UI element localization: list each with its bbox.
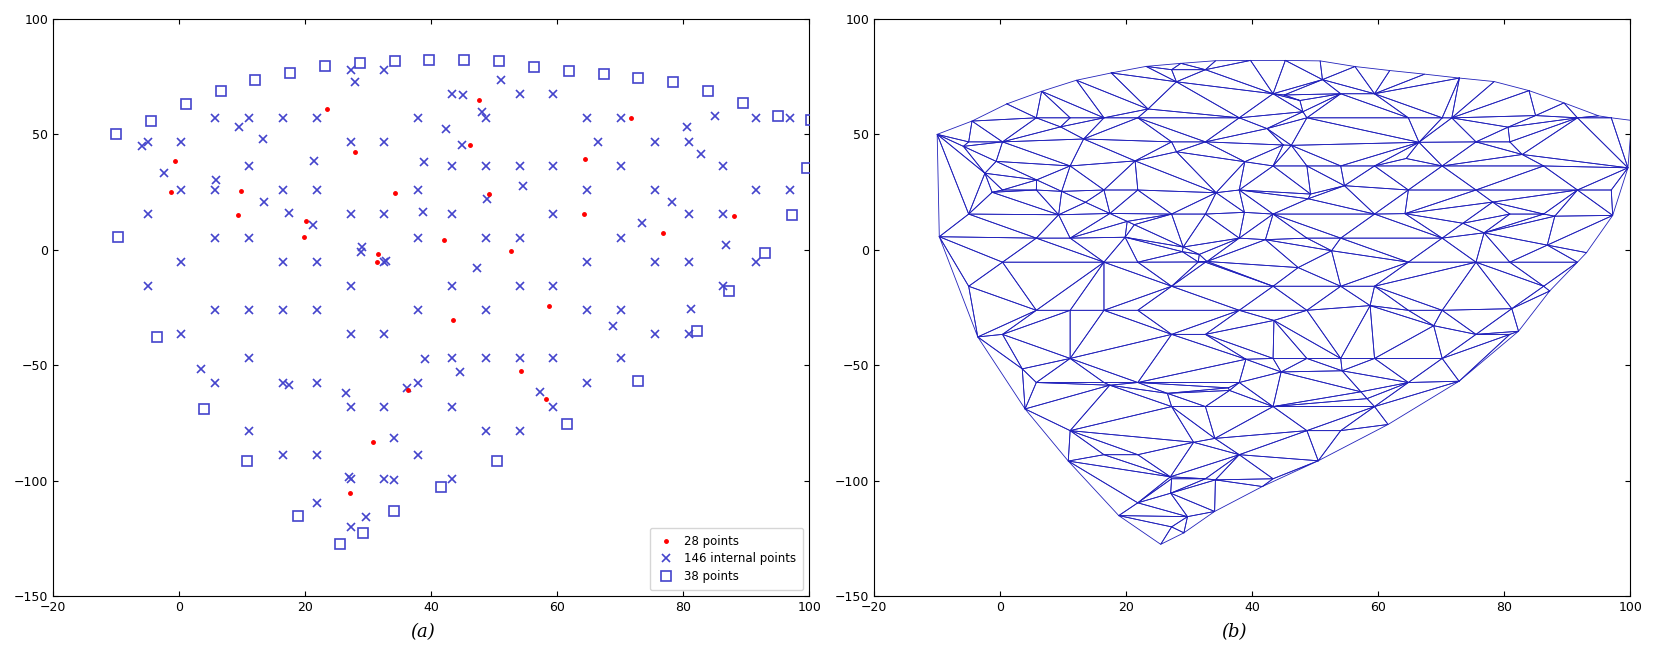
38 points [419, 56, 439, 64]
38 points [755, 249, 775, 257]
28 points [166, 157, 185, 165]
38 points [523, 63, 543, 71]
146 internal points [780, 114, 799, 122]
38 points [288, 512, 308, 520]
38 points [698, 87, 718, 95]
38 points [733, 99, 753, 107]
28 points [399, 387, 419, 395]
28 points [362, 439, 382, 446]
38 points [718, 287, 738, 295]
38 points [768, 112, 788, 120]
146 internal points [339, 473, 359, 481]
28 points [621, 114, 640, 122]
28 points [511, 367, 531, 375]
38 points [801, 117, 821, 124]
28 points [540, 302, 559, 310]
Line: 146 internal points: 146 internal points [137, 65, 794, 531]
38 points [280, 69, 300, 77]
Line: 28 points: 28 points [167, 97, 736, 496]
38 points [349, 60, 369, 67]
28 points [460, 141, 480, 149]
38 points [488, 57, 508, 65]
28 points [536, 395, 556, 402]
38 points [353, 529, 372, 537]
38 points [329, 540, 349, 548]
38 points [627, 377, 647, 385]
38 points [558, 67, 578, 75]
28 points [723, 213, 743, 220]
28 points [296, 218, 316, 226]
28 points [434, 236, 453, 244]
38 points [627, 74, 647, 82]
28 points [316, 105, 336, 113]
38 points [487, 457, 506, 465]
Text: (b): (b) [1220, 623, 1246, 642]
146 internal points [374, 138, 394, 146]
28 points [230, 187, 250, 195]
146 internal points [341, 523, 361, 531]
28 points [652, 229, 672, 237]
28 points [574, 210, 594, 218]
38 points [796, 164, 816, 172]
38 points [245, 76, 265, 84]
Legend: 28 points, 146 internal points, 38 points: 28 points, 146 internal points, 38 point… [649, 527, 803, 590]
38 points [210, 87, 230, 95]
28 points [468, 97, 488, 104]
38 points [108, 233, 127, 240]
28 points [442, 316, 462, 324]
28 points [295, 233, 314, 241]
Line: 38 points: 38 points [111, 56, 814, 550]
38 points [430, 483, 450, 491]
28 points [161, 189, 180, 196]
38 points [141, 117, 161, 125]
38 points [592, 70, 612, 78]
146 internal points [376, 258, 396, 266]
28 points [346, 148, 366, 156]
28 points [227, 211, 247, 218]
38 points [556, 421, 576, 428]
28 points [386, 189, 405, 196]
38 points [384, 507, 404, 515]
28 points [367, 258, 387, 266]
146 internal points [306, 114, 326, 122]
38 points [453, 56, 473, 64]
38 points [781, 211, 801, 219]
38 points [237, 457, 257, 465]
28 points [367, 251, 387, 259]
38 points [175, 100, 195, 108]
146 internal points [132, 143, 152, 150]
Text: (a): (a) [410, 623, 434, 642]
28 points [574, 155, 594, 163]
146 internal points [341, 66, 361, 74]
38 points [664, 78, 684, 86]
146 internal points [477, 195, 496, 203]
28 points [500, 247, 520, 255]
38 points [194, 405, 213, 413]
38 points [106, 130, 126, 138]
38 points [314, 62, 334, 70]
38 points [687, 327, 707, 335]
38 points [147, 333, 167, 341]
28 points [339, 489, 359, 497]
38 points [384, 57, 404, 65]
28 points [480, 190, 500, 198]
146 internal points [397, 384, 417, 392]
